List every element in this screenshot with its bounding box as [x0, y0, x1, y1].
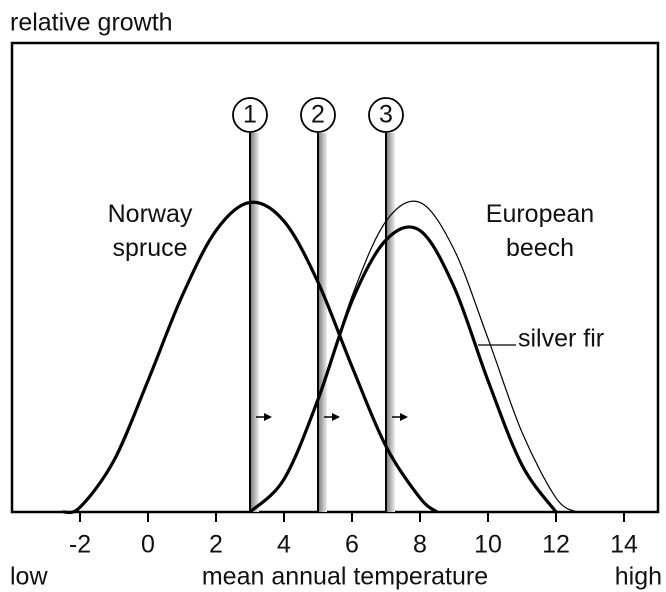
- y-axis-label: relative growth: [10, 9, 173, 37]
- growth-curve: [248, 225, 558, 514]
- plot-frame: [10, 41, 660, 514]
- x-tick-label: 0: [141, 531, 155, 559]
- x-tick-label: 14: [610, 531, 638, 559]
- x-tick-label: 2: [209, 531, 223, 559]
- x-high-label: high: [615, 563, 662, 591]
- marker-arrowhead: [264, 413, 272, 421]
- x-tick-label: 4: [277, 531, 291, 559]
- marker-circle: [300, 97, 336, 133]
- x-tick-label: 10: [474, 531, 502, 559]
- growth-curve: [249, 200, 577, 513]
- marker-band: [250, 133, 259, 512]
- x-tick-label: 8: [413, 531, 427, 559]
- marker-band: [386, 133, 395, 512]
- series-label: European beech: [486, 200, 594, 262]
- x-axis-label: mean annual temperature: [202, 563, 488, 591]
- marker-label: 2: [311, 101, 325, 129]
- marker-arrowhead: [332, 413, 340, 421]
- marker-circle: [232, 97, 268, 133]
- x-tick-label: 6: [345, 531, 359, 559]
- growth-curve: [62, 200, 439, 515]
- marker-circle: [368, 97, 404, 133]
- series-label: silver fir: [518, 325, 604, 353]
- marker-label: 3: [379, 101, 393, 129]
- marker-band: [318, 133, 327, 512]
- marker-arrowhead: [400, 413, 408, 421]
- series-label: Norway spruce: [108, 200, 193, 262]
- x-tick-label: 12: [542, 531, 570, 559]
- marker-label: 1: [243, 101, 257, 129]
- x-low-label: low: [10, 563, 48, 591]
- x-tick-label: -2: [69, 531, 91, 559]
